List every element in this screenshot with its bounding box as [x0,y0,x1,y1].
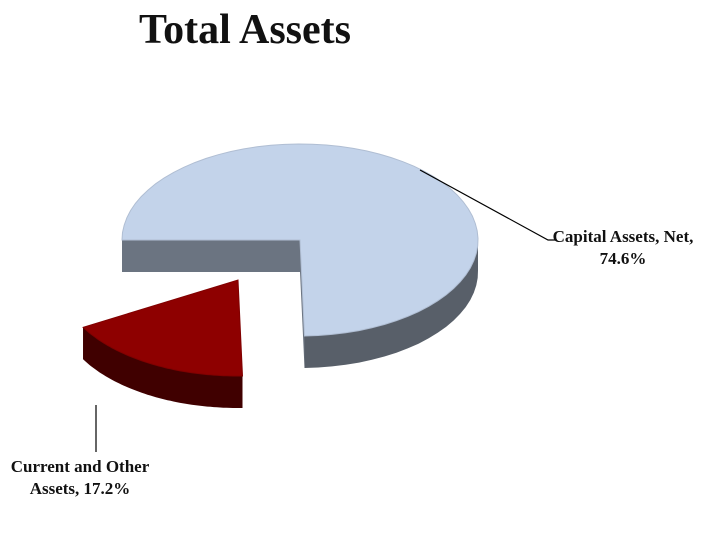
value-label: 74.6% [599,249,647,268]
slice-label: Capital Assets, Net, 74.6% [552,227,694,268]
slice-side [83,327,243,408]
slice [121,143,479,337]
slice-side [122,240,300,272]
category: Current and Other Assets [10,457,150,498]
value-label: 17.2% [83,479,131,498]
slice [82,279,244,377]
leader-line [419,169,556,241]
chart-title: Total Assets [139,7,351,53]
category: Capital Assets, Net [552,227,690,246]
slice-label: Current and Other Assets, 17.2% [10,457,150,498]
slice-side [304,238,478,368]
